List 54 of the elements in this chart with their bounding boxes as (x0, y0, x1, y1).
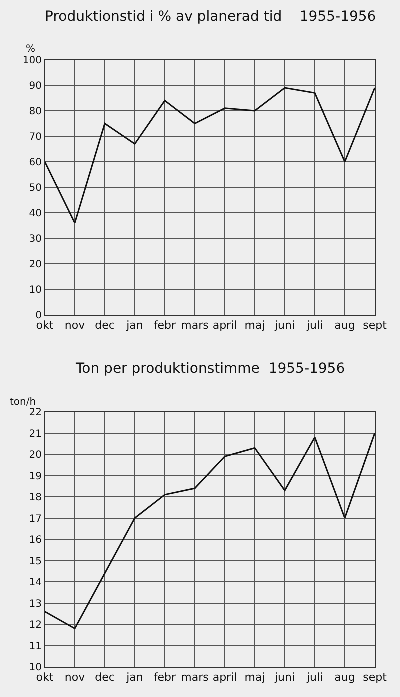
x-tick-label: sept (363, 671, 388, 684)
y-tick-label: 10 (29, 662, 42, 674)
x-tick-label: mars (181, 671, 210, 684)
y-tick-label: 21 (29, 428, 42, 440)
y-tick-label: 16 (29, 535, 42, 546)
y-axis-title: % (26, 44, 36, 55)
y-tick-label: 0 (36, 310, 42, 322)
x-tick-label: april (212, 319, 238, 332)
x-tick-label: juli (306, 671, 324, 684)
y-tick-label: 20 (29, 450, 42, 462)
y-tick-label: 20 (29, 259, 42, 270)
x-tick-label: maj (244, 319, 266, 332)
x-tick-label: dec (95, 671, 115, 684)
y-tick-label: 30 (29, 234, 42, 245)
x-tick-label: april (212, 671, 238, 684)
x-tick-label: maj (244, 671, 266, 684)
y-tick-label: 19 (29, 471, 42, 482)
x-tick-label: jan (126, 319, 144, 332)
x-tick-label: aug (334, 319, 356, 332)
x-tick-label: juli (306, 319, 324, 332)
y-tick-label: 15 (29, 556, 42, 568)
x-tick-label: jan (126, 671, 144, 684)
y-tick-label: 80 (29, 106, 42, 118)
y-tick-label: 13 (29, 598, 42, 610)
x-tick-label: okt (36, 671, 54, 684)
x-tick-label: nov (64, 319, 86, 332)
y-axis-title: ton/h (10, 397, 36, 408)
y-tick-label: 70 (29, 132, 42, 143)
chart-title: Produktionstid i % av planerad tid 1955-1956 (45, 9, 376, 25)
y-tick-label: 40 (29, 208, 42, 220)
line-series (45, 87, 375, 224)
chart-title: Ton per produktionstimme 1955-1956 (75, 361, 346, 377)
y-tick-label: 11 (29, 641, 42, 652)
y-tick-label: 60 (29, 157, 42, 168)
y-tick-label: 17 (29, 514, 42, 525)
y-tick-label: 90 (29, 80, 42, 92)
x-tick-label: sept (363, 319, 388, 332)
y-tick-label: 18 (29, 492, 42, 504)
x-tick-label: nov (64, 671, 86, 684)
y-tick-label: 10 (29, 284, 42, 296)
x-tick-label: febr (154, 319, 177, 332)
x-tick-label: aug (334, 671, 356, 684)
y-tick-label: 50 (29, 182, 42, 194)
y-tick-label: 100 (22, 56, 42, 66)
x-tick-label: dec (95, 319, 115, 332)
y-tick-label: 12 (29, 620, 42, 632)
y-tick-label: 14 (29, 578, 42, 589)
y-tick-label: 22 (29, 408, 42, 419)
x-tick-label: juni (274, 319, 296, 332)
line-series (45, 432, 375, 630)
x-tick-label: juni (274, 671, 296, 684)
x-tick-label: mars (181, 319, 210, 332)
x-tick-label: okt (36, 319, 54, 332)
x-tick-label: febr (154, 671, 177, 684)
